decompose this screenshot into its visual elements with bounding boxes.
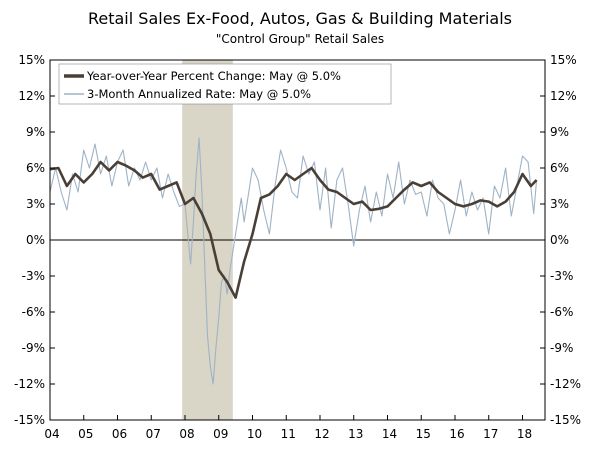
x-tick-label: 04 (44, 427, 59, 441)
x-tick-label: 14 (382, 427, 397, 441)
y-tick-label-left: 15% (18, 53, 45, 67)
x-tick-label: 07 (146, 427, 161, 441)
y-tick-label-right: 9% (550, 125, 569, 139)
chart-title: Retail Sales Ex-Food, Autos, Gas & Build… (88, 9, 512, 28)
y-tick-label-left: -6% (22, 305, 45, 319)
y-tick-label-right: -12% (550, 377, 581, 391)
y-tick-label-right: -9% (550, 341, 573, 355)
y-tick-label-right: 0% (550, 233, 569, 247)
series-line-three-month (49, 137, 538, 385)
y-tick-label-right: 6% (550, 161, 569, 175)
x-tick-label: 17 (483, 427, 498, 441)
legend-box (58, 63, 392, 105)
legend-label-three-month: 3-Month Annualized Rate: May @ 5.0% (87, 87, 311, 101)
y-tick-label-right: -6% (550, 305, 573, 319)
y-tick-label-left: 0% (26, 233, 45, 247)
y-tick-label-right: -3% (550, 269, 573, 283)
x-tick-label: 16 (449, 427, 464, 441)
x-tick-label: 15 (416, 427, 431, 441)
legend-label-yoy: Year-over-Year Percent Change: May @ 5.0… (86, 69, 341, 83)
legend: Year-over-Year Percent Change: May @ 5.0… (58, 63, 392, 105)
y-tick-label-left: -3% (22, 269, 45, 283)
y-tick-label-left: -12% (14, 377, 45, 391)
x-tick-label: 12 (314, 427, 329, 441)
y-tick-label-right: 3% (550, 197, 569, 211)
y-tick-label-right: 15% (550, 53, 577, 67)
y-tick-label-left: 6% (26, 161, 45, 175)
series-layer (49, 137, 538, 385)
y-tick-label-left: 9% (26, 125, 45, 139)
axes-layer: 15% 15% 12% 12% 9% 9% 6% 6% 3% 3% 0% 0% -3% -3% -6% -6%… (14, 53, 581, 441)
x-tick-label: 18 (517, 427, 532, 441)
x-tick-label: 05 (78, 427, 93, 441)
chart-subtitle: "Control Group" Retail Sales (216, 32, 384, 46)
y-tick-label-left: -15% (14, 413, 45, 427)
y-tick-label-left: -9% (22, 341, 45, 355)
x-tick-label: 09 (213, 427, 228, 441)
series-line-yoy (49, 160, 538, 299)
y-tick-label-right: 12% (550, 89, 577, 103)
x-tick-label: 08 (179, 427, 194, 441)
x-tick-label: 06 (112, 427, 127, 441)
y-tick-label-left: 3% (26, 197, 45, 211)
y-tick-label-right: -15% (550, 413, 581, 427)
x-tick-label: 11 (281, 427, 296, 441)
y-tick-label-left: 12% (18, 89, 45, 103)
x-tick-label: 10 (247, 427, 262, 441)
x-tick-label: 13 (348, 427, 363, 441)
